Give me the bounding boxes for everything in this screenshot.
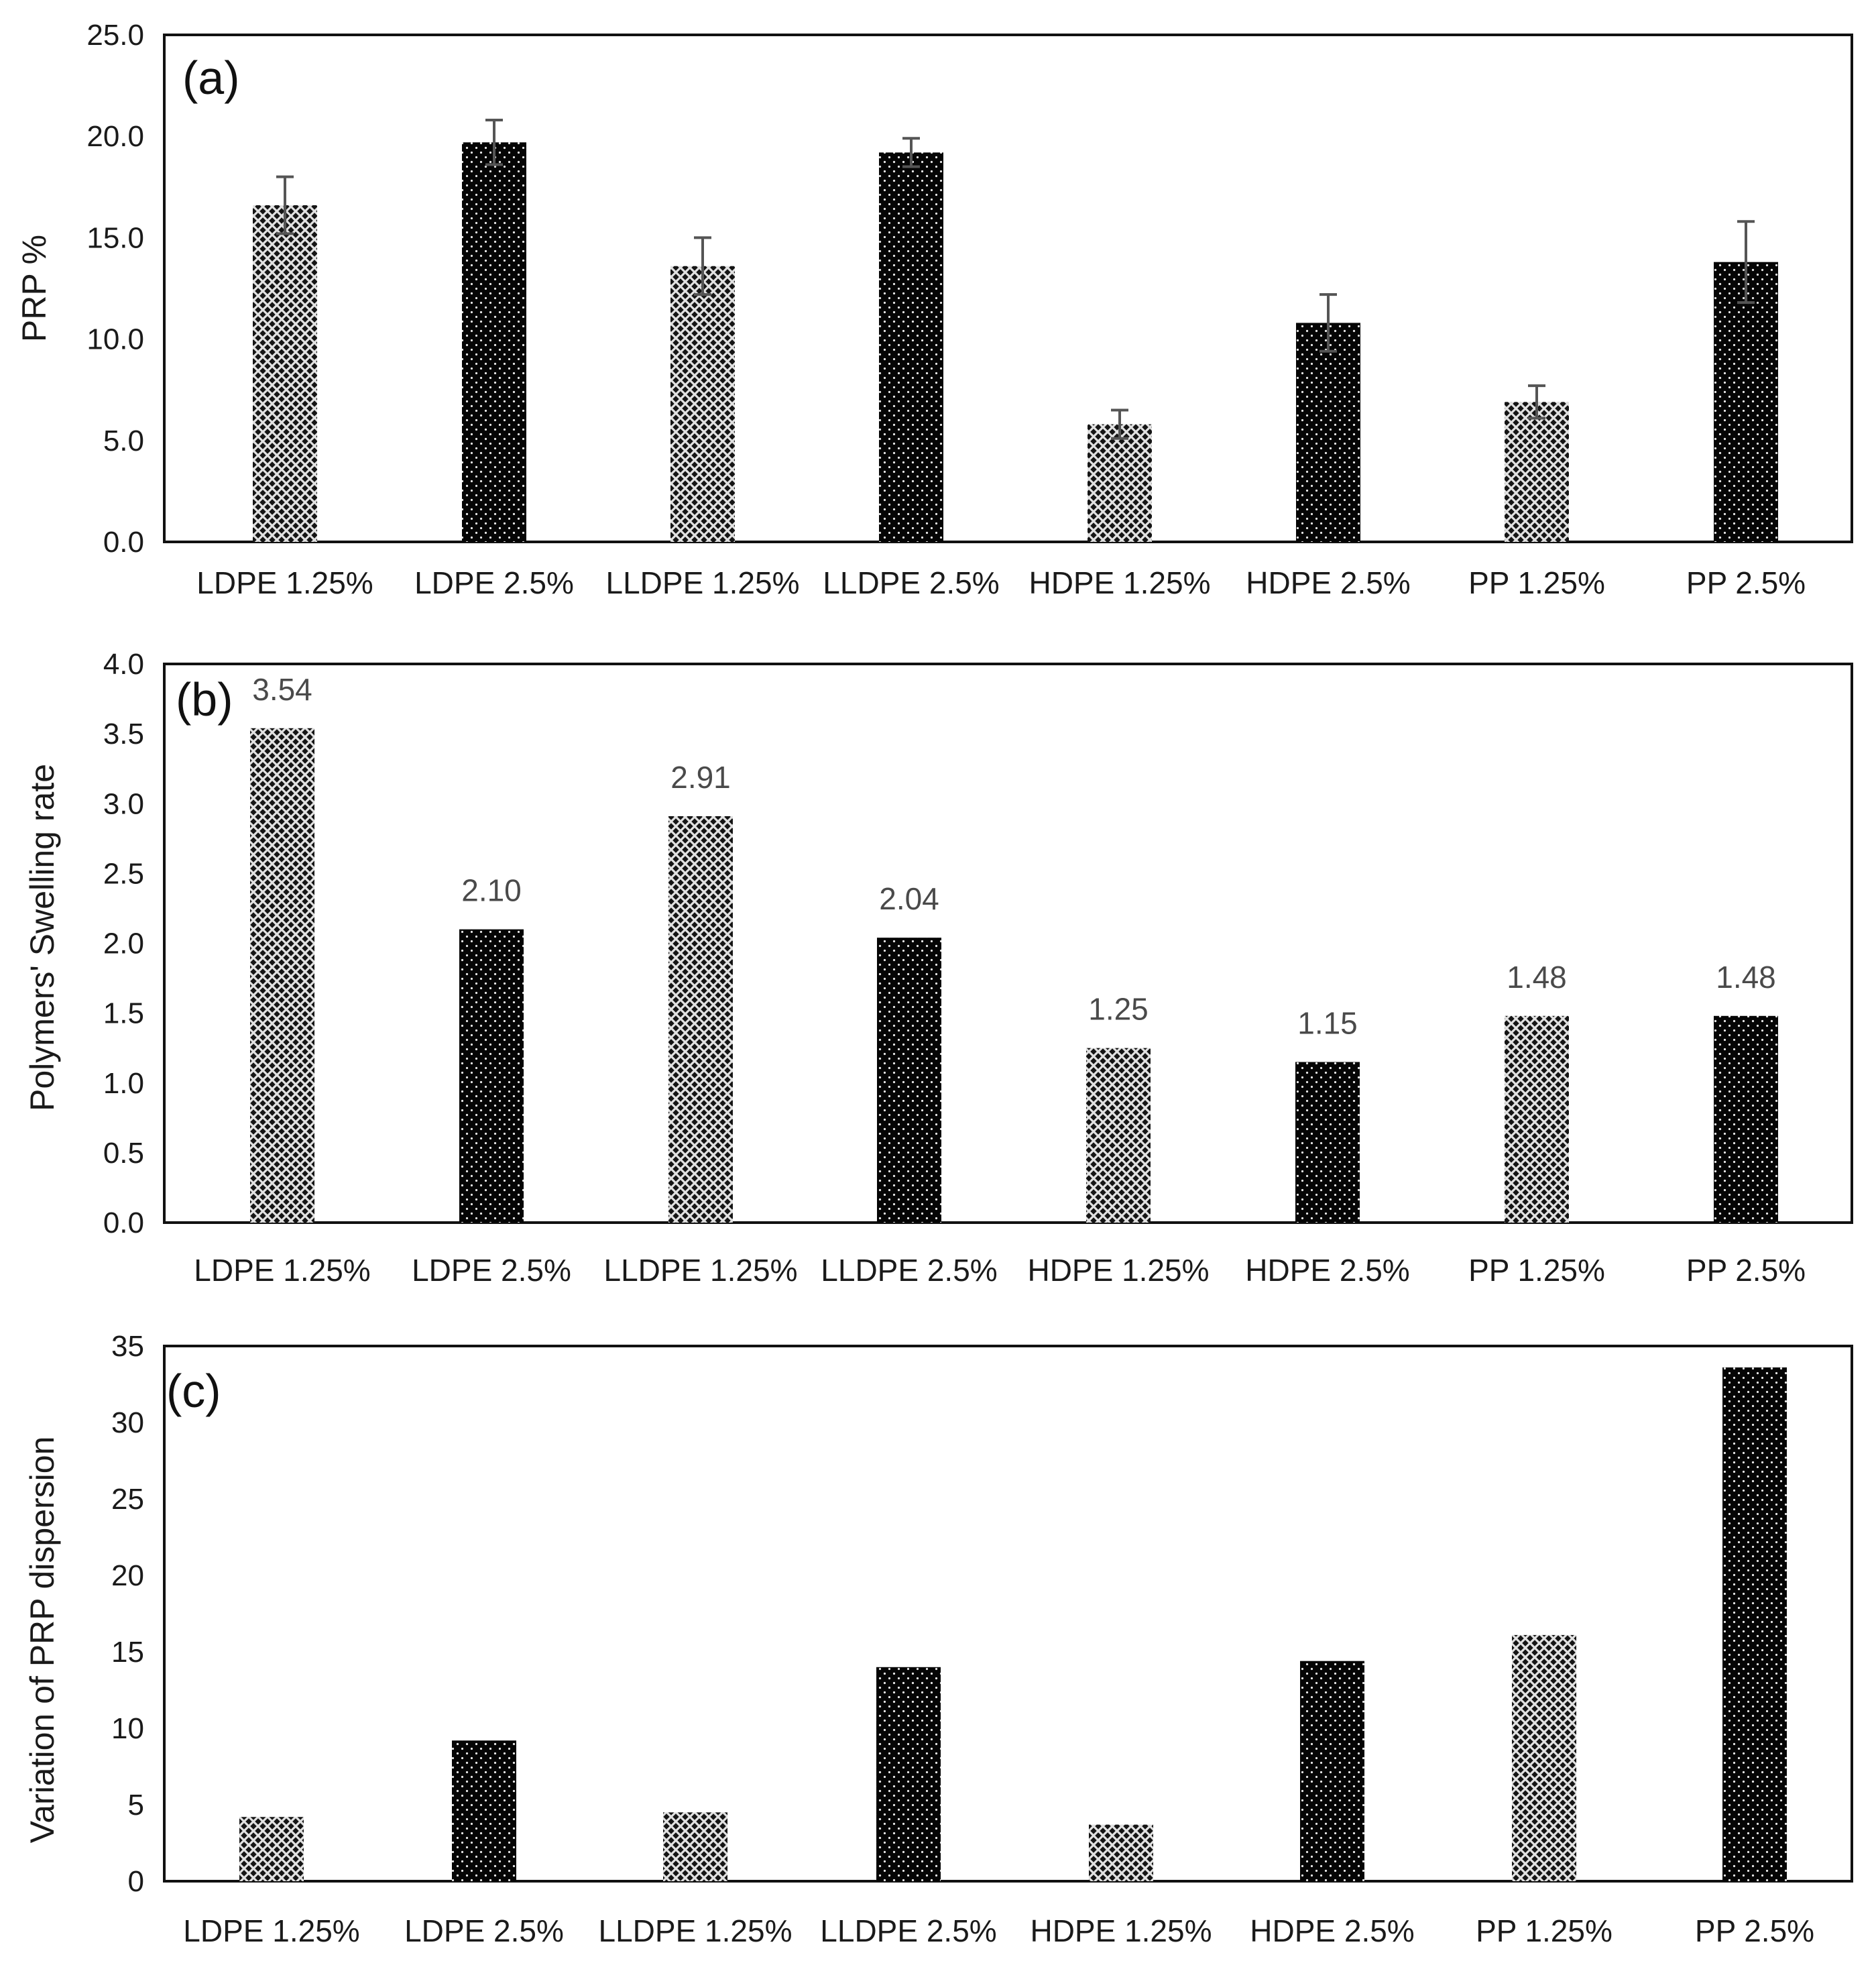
x-tick-label: LDPE 1.25% — [183, 1913, 359, 1948]
y-tick-label: 0.0 — [103, 526, 144, 559]
panel-a-chart: (a) PRP % 0.0 5.0 10.0 15.0 20.0 25.0 LDPE 1.2… — [15, 19, 1853, 600]
y-tick-label: 25 — [111, 1483, 144, 1516]
x-tick-label: HDPE 2.5% — [1245, 1253, 1409, 1288]
x-tick-label: LLDPE 1.25% — [604, 1253, 798, 1288]
bar — [1086, 1048, 1151, 1223]
bar — [1300, 1661, 1364, 1881]
data-label: 1.48 — [1507, 960, 1567, 995]
x-tick-label: LLDPE 2.5% — [821, 1253, 997, 1288]
x-tick-label: LLDPE 2.5% — [820, 1913, 996, 1948]
x-tick-label: LDPE 1.25% — [196, 565, 373, 600]
bar — [250, 728, 314, 1223]
y-tick-label: 0 — [128, 1865, 144, 1898]
y-tick-label: 30 — [111, 1406, 144, 1439]
y-tick-label: 2.5 — [103, 857, 144, 890]
x-tick-label: LLDPE 1.25% — [606, 565, 800, 600]
data-label: 1.25 — [1088, 992, 1149, 1027]
y-tick-label: 25.0 — [86, 19, 144, 52]
panel-b-y-axis-title: Polymers' Swelling rate — [23, 764, 61, 1111]
panel-c-y-axis-title: Variation of PRP dispersion — [23, 1437, 61, 1844]
bar — [877, 938, 941, 1223]
data-label: 1.15 — [1297, 1006, 1358, 1041]
x-tick-label: LLDPE 2.5% — [823, 565, 999, 600]
bar — [879, 152, 943, 543]
bar — [1512, 1634, 1576, 1881]
plot-frame — [163, 663, 1853, 1224]
y-tick-label: 0.5 — [103, 1137, 144, 1170]
bar — [876, 1667, 941, 1881]
y-tick-label: 15 — [111, 1636, 144, 1669]
bar — [670, 266, 735, 542]
x-tick-label: HDPE 1.25% — [1030, 1913, 1212, 1948]
panel-c-tag: (c) — [166, 1365, 221, 1417]
y-tick-label: 35 — [111, 1330, 144, 1363]
y-tick-label: 1.5 — [103, 997, 144, 1030]
y-tick-label: 10 — [111, 1712, 144, 1745]
bar — [1295, 1062, 1360, 1223]
bar — [1088, 424, 1152, 542]
data-label: 2.04 — [879, 881, 939, 916]
x-tick-label: LDPE 1.25% — [194, 1253, 370, 1288]
y-tick-label: 10.0 — [86, 323, 144, 356]
y-tick-label: 5 — [128, 1789, 144, 1822]
bar — [1714, 262, 1778, 542]
bar — [1505, 1015, 1569, 1223]
plot-frame — [163, 1345, 1853, 1883]
data-label: 2.91 — [670, 760, 731, 795]
bar — [462, 142, 526, 543]
y-tick-label: 1.0 — [103, 1067, 144, 1100]
bar — [459, 929, 524, 1223]
y-tick-label: 0.0 — [103, 1207, 144, 1239]
y-tick-label: 4.0 — [103, 648, 144, 681]
data-label: 1.48 — [1716, 960, 1776, 995]
x-tick-label: HDPE 1.25% — [1029, 565, 1210, 600]
x-tick-label: LDPE 2.5% — [404, 1913, 564, 1948]
bar — [663, 1812, 727, 1881]
bar — [668, 816, 733, 1223]
x-tick-label: LDPE 2.5% — [414, 565, 574, 600]
x-tick-label: LDPE 2.5% — [412, 1253, 571, 1288]
x-tick-label: PP 2.5% — [1686, 1253, 1806, 1288]
y-tick-label: 3.0 — [103, 787, 144, 820]
data-label: 2.10 — [461, 873, 522, 908]
x-tick-label: HDPE 2.5% — [1250, 1913, 1414, 1948]
bar — [1714, 1015, 1778, 1223]
x-tick-label: PP 1.25% — [1476, 1913, 1613, 1948]
y-tick-label: 2.0 — [103, 928, 144, 960]
bar — [253, 205, 317, 542]
bar — [1089, 1824, 1153, 1881]
data-label: 3.54 — [252, 672, 312, 707]
bar — [239, 1817, 304, 1881]
x-tick-label: HDPE 2.5% — [1246, 565, 1410, 600]
bar — [1722, 1367, 1787, 1881]
panel-b-tag: (b) — [176, 673, 233, 726]
x-tick-label: HDPE 1.25% — [1027, 1253, 1209, 1288]
y-tick-label: 20.0 — [86, 120, 144, 153]
plot-frame — [163, 34, 1853, 543]
y-tick-label: 5.0 — [103, 425, 144, 457]
panel-a-tag: (a) — [182, 52, 240, 104]
panel-b-chart: (b) Polymers' Swelling rate 0.0 0.5 1.0 1.5… — [23, 648, 1853, 1288]
x-tick-label: PP 1.25% — [1468, 565, 1605, 600]
panel-a-y-axis-title: PRP % — [15, 235, 53, 342]
x-tick-label: PP 2.5% — [1686, 565, 1806, 600]
y-tick-label: 3.5 — [103, 718, 144, 750]
x-tick-label: PP 2.5% — [1695, 1913, 1814, 1948]
panel-c-chart: (c) Variation of PRP dispersion 0 5 10 15 20… — [23, 1330, 1853, 1948]
y-tick-label: 20 — [111, 1559, 144, 1592]
bar — [1505, 402, 1569, 542]
bar — [1296, 323, 1360, 542]
x-tick-label: LLDPE 1.25% — [599, 1913, 793, 1948]
bar — [452, 1740, 516, 1881]
y-tick-label: 15.0 — [86, 221, 144, 254]
x-tick-label: PP 1.25% — [1468, 1253, 1605, 1288]
